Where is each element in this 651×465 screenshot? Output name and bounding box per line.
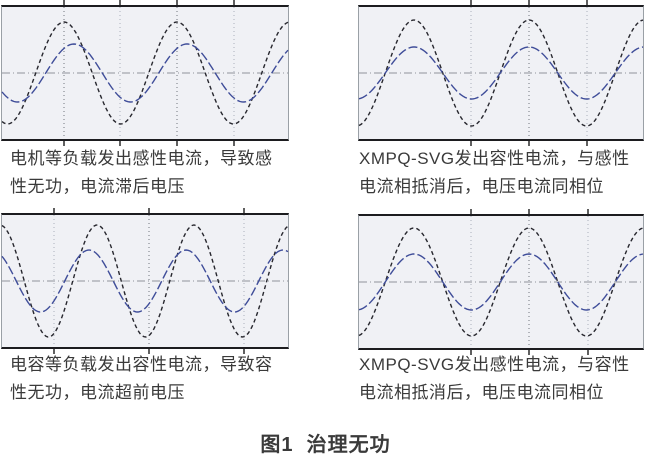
waveform-panel-inductive-load [1,0,289,146]
waveform-chart-svg-capacitive-compensation [358,0,644,146]
waveform-chart-inductive-load [1,0,289,146]
panel-caption-capacitive-load: 电容等负载发出容性电流，导致容 性无功，电流超前电压 [10,351,273,407]
waveform-panel-svg-capacitive-compensation [358,0,644,146]
waveform-chart-capacitive-load [1,208,289,354]
caption-line-2: 性无功，电流超前电压 [10,383,185,402]
waveform-chart-svg-inductive-compensation [358,209,644,355]
caption-line-2: 性无功，电流滞后电压 [10,177,185,196]
waveform-panel-capacitive-load [1,208,289,354]
caption-line-1: 电容等负载发出容性电流，导致容 [10,355,273,374]
panel-caption-svg-inductive-compensation: XMPQ-SVG发出感性电流，与容性 电流相抵消后，电压电流同相位 [359,351,630,407]
panel-caption-inductive-load: 电机等负载发出感性电流，导致感 性无功，电流滞后电压 [10,145,273,201]
caption-line-2: 电流相抵消后，电压电流同相位 [359,383,604,402]
caption-line-1: XMPQ-SVG发出感性电流，与容性 [359,355,630,374]
caption-line-1: XMPQ-SVG发出容性电流，与感性 [359,149,630,168]
caption-line-2: 电流相抵消后，电压电流同相位 [359,177,604,196]
caption-line-1: 电机等负载发出感性电流，导致感 [10,149,273,168]
figure-caption: 图1 治理无功 [260,434,391,456]
panel-caption-svg-capacitive-compensation: XMPQ-SVG发出容性电流，与感性 电流相抵消后，电压电流同相位 [359,145,630,201]
waveform-panel-svg-inductive-compensation [358,209,644,355]
